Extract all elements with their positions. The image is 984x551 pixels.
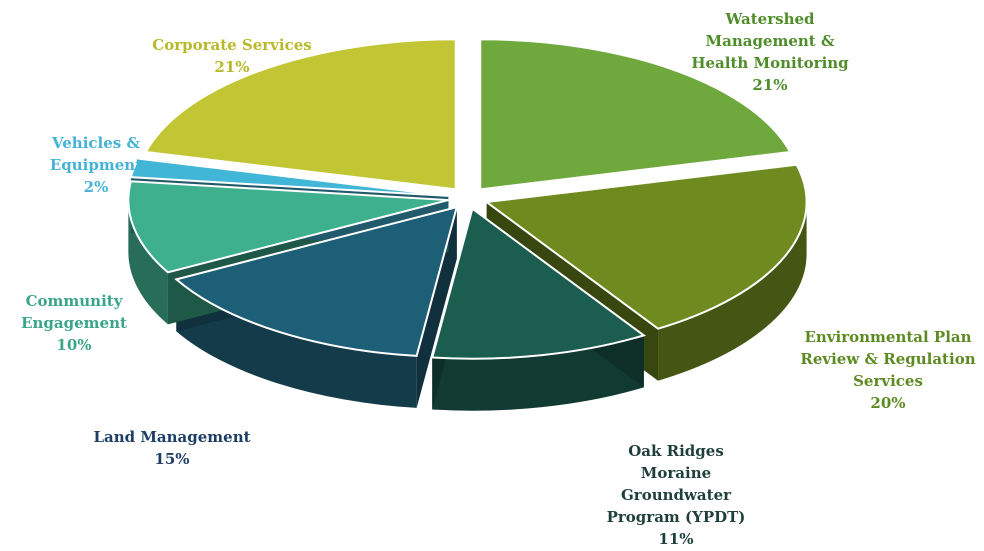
pie-tops bbox=[127, 38, 808, 360]
pie-slice bbox=[144, 38, 457, 191]
slice-name-line: Review & Regulation bbox=[800, 350, 975, 368]
pie-slice bbox=[479, 38, 792, 191]
slice-name-line: Management & bbox=[706, 32, 835, 50]
slice-name-line: Watershed bbox=[724, 10, 815, 28]
slice-name-line: Engagement bbox=[21, 314, 127, 332]
pie-labels: Watershed Management & Health Monitoring 21… bbox=[21, 10, 976, 548]
pie-slice bbox=[127, 180, 449, 274]
slice-name-line: Groundwater bbox=[621, 486, 732, 504]
pie-slice bbox=[430, 207, 647, 360]
slice-label: Vehicles & Equipment 2% bbox=[50, 134, 142, 196]
slice-name-line: Environmental Plan bbox=[804, 328, 971, 346]
pie-slice-side bbox=[176, 279, 417, 408]
slice-label: Oak Ridges Moraine Groundwater Program (YPD… bbox=[607, 442, 746, 548]
slice-name-line: Land Management bbox=[93, 428, 250, 446]
slice-name-line: Program (YPDT) bbox=[607, 508, 746, 526]
slice-value-label: 20% bbox=[870, 394, 905, 412]
pie-slice bbox=[174, 205, 459, 357]
slice-label: Community Engagement 10% bbox=[21, 292, 127, 354]
slice-value-label: 15% bbox=[154, 450, 189, 468]
pie-slice-side bbox=[432, 335, 644, 411]
slice-name-line: Moraine bbox=[641, 464, 711, 482]
slice-value-label: 11% bbox=[658, 530, 693, 548]
pie-slice bbox=[129, 157, 449, 197]
slice-label: Environmental Plan Review & Regulation Ser… bbox=[800, 328, 975, 412]
slice-label: Corporate Services 21% bbox=[152, 36, 311, 76]
pie-slice bbox=[483, 163, 808, 330]
slice-name-line: Health Monitoring bbox=[691, 54, 849, 72]
slice-name-line: Oak Ridges bbox=[628, 442, 724, 460]
slice-name-line: Corporate Services bbox=[152, 36, 311, 54]
slice-value-label: 2% bbox=[84, 178, 109, 196]
slice-label: Land Management 15% bbox=[93, 428, 250, 468]
slice-label: Watershed Management & Health Monitoring 21… bbox=[691, 10, 849, 94]
slice-value-label: 21% bbox=[752, 76, 787, 94]
slice-name-line: Equipment bbox=[50, 156, 142, 174]
slice-name-line: Community bbox=[26, 292, 124, 310]
slice-value-label: 21% bbox=[214, 58, 249, 76]
pie-slice-side bbox=[658, 202, 807, 381]
slice-name-line: Services bbox=[853, 372, 923, 390]
slice-value-label: 10% bbox=[56, 336, 91, 354]
slice-name-line: Vehicles & bbox=[51, 134, 140, 152]
pie-slice-side bbox=[128, 200, 168, 325]
